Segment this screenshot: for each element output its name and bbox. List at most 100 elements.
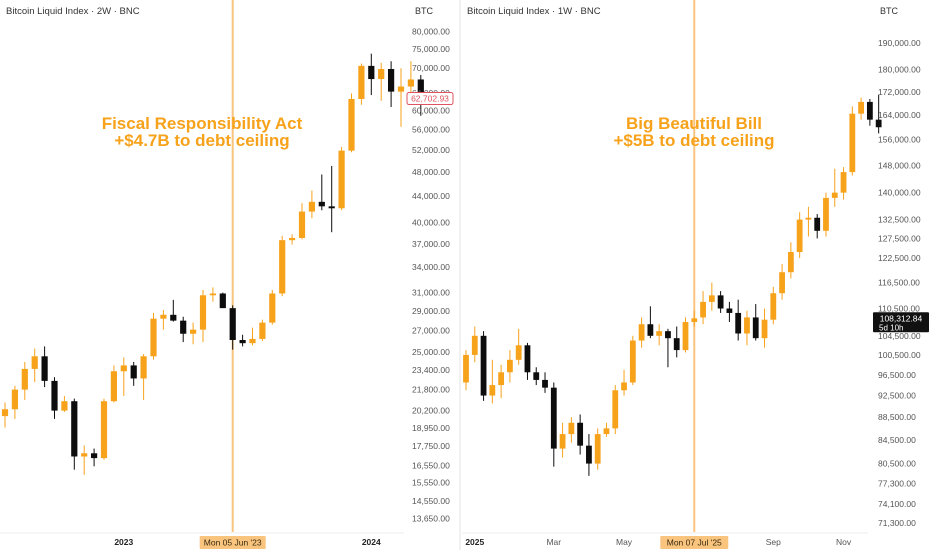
right-candle-body xyxy=(463,354,469,383)
left-candle-body xyxy=(388,69,395,92)
right-candle-body xyxy=(594,434,601,464)
right-candle-body xyxy=(603,428,610,435)
right-candle-body xyxy=(726,308,733,313)
right-candle xyxy=(840,167,847,200)
left-candle-body xyxy=(358,65,365,100)
left-y-tick-label: 48,000.00 xyxy=(412,167,450,177)
right-candle-body xyxy=(823,197,829,231)
right-candle xyxy=(621,369,627,396)
right-candle-body xyxy=(849,113,856,173)
left-candle-body xyxy=(289,237,296,241)
right-candle-body xyxy=(647,324,654,336)
left-candle xyxy=(239,334,246,347)
left-candle-body xyxy=(130,365,137,379)
right-candle xyxy=(735,299,742,341)
left-y-tick-label: 75,000.00 xyxy=(412,44,450,54)
left-candle xyxy=(338,146,345,211)
left-y-tick-label: 21,800.00 xyxy=(412,385,450,395)
left-candle xyxy=(31,348,38,383)
left-candle-body xyxy=(31,356,38,369)
left-event-date-badge xyxy=(199,536,266,549)
left-candle-body xyxy=(417,79,424,99)
right-candle-body xyxy=(700,301,706,318)
right-candle xyxy=(796,212,803,259)
right-candle-body xyxy=(550,387,557,449)
right-candle-body xyxy=(515,345,522,360)
left-x-tick-label: 2024 xyxy=(362,537,381,547)
left-candle xyxy=(348,93,355,153)
right-candle-body xyxy=(638,324,645,341)
right-candle xyxy=(577,414,584,455)
left-candle-body xyxy=(229,308,236,340)
left-annotation-line-2: +$4.7B to debt ceiling xyxy=(114,131,289,150)
right-candle-body xyxy=(471,335,478,355)
left-candle-body xyxy=(328,206,335,209)
left-candle-body xyxy=(190,329,197,334)
left-y-tick-label: 80,000.00 xyxy=(412,26,450,36)
right-event-date-label: Mon 07 Jul '25 xyxy=(667,538,722,548)
left-candle-body xyxy=(219,293,226,309)
left-candle-body xyxy=(81,453,88,457)
right-candle xyxy=(831,168,838,207)
left-candle-body xyxy=(180,320,187,334)
right-candle xyxy=(612,385,619,435)
left-chart-title: Bitcoin Liquid Index · 2W · BNC xyxy=(6,6,140,17)
left-candle xyxy=(1,402,9,428)
left-annotation: Fiscal Responsibility Act +$4.7B to debt… xyxy=(102,114,303,150)
right-current-price-tag: 108,312.84 5d 10h xyxy=(873,312,929,333)
right-annotation-line-1: Big Beautiful Bill xyxy=(626,114,762,133)
right-candle xyxy=(629,335,636,386)
right-y-tick-label: 96,500.00 xyxy=(878,370,916,380)
left-candle xyxy=(41,346,48,388)
left-candle xyxy=(100,398,108,460)
right-candle-body xyxy=(621,382,627,391)
right-candle xyxy=(691,310,698,327)
left-candle xyxy=(269,289,276,325)
left-candle xyxy=(71,398,78,470)
left-y-tick-label: 37,000.00 xyxy=(412,239,450,249)
left-candle xyxy=(170,299,177,322)
left-candle xyxy=(259,319,266,342)
left-candle-body xyxy=(348,99,355,151)
left-y-tick-label: 13,650.00 xyxy=(412,514,450,524)
right-x-tick-label: Mar xyxy=(546,537,561,547)
right-event-date-badge xyxy=(660,536,729,549)
right-candle xyxy=(480,331,487,401)
left-candle xyxy=(120,357,127,396)
right-y-tick-label: 77,300.00 xyxy=(878,478,916,488)
left-candle xyxy=(388,61,395,108)
left-candle-body xyxy=(249,338,256,344)
left-candle-body xyxy=(170,314,177,321)
right-candle-body xyxy=(498,372,505,386)
right-candle xyxy=(489,359,496,404)
left-candle xyxy=(368,53,375,96)
left-candle-body xyxy=(407,79,414,87)
left-candle-body xyxy=(298,211,306,238)
left-candle-body xyxy=(259,322,266,339)
right-candle xyxy=(524,342,531,380)
right-candle-body xyxy=(805,217,812,220)
right-candle xyxy=(761,308,768,348)
right-candle-body xyxy=(489,385,496,396)
left-candle-body xyxy=(397,86,405,92)
right-candle-body xyxy=(866,101,873,120)
right-candle xyxy=(463,350,469,391)
right-candle xyxy=(770,286,777,325)
right-candle xyxy=(805,206,812,237)
left-candle xyxy=(130,361,137,386)
right-candle-body xyxy=(708,295,715,302)
left-candle-body xyxy=(120,365,127,372)
right-y-tick-label: 190,000.00 xyxy=(878,38,921,48)
right-candle xyxy=(515,328,522,365)
right-candle xyxy=(542,372,548,393)
right-candle xyxy=(717,291,724,313)
right-y-tick-label: 116,500.00 xyxy=(878,278,920,288)
right-candle xyxy=(533,367,540,386)
right-candle xyxy=(638,317,645,348)
right-candle xyxy=(849,106,856,176)
left-candle xyxy=(160,310,167,330)
right-y-tick-label: 84,500.00 xyxy=(878,435,916,445)
left-candle-body xyxy=(21,368,28,390)
left-candle xyxy=(289,234,296,245)
right-x-tick-label: Nov xyxy=(836,537,852,547)
